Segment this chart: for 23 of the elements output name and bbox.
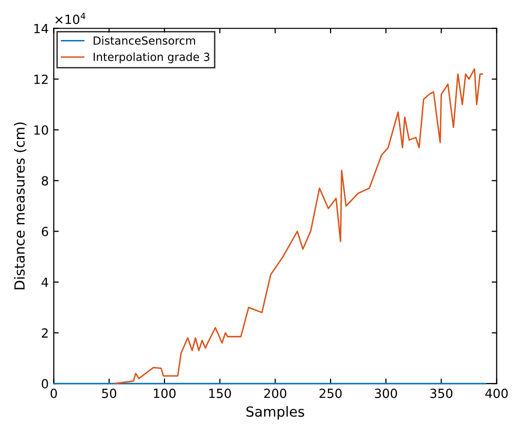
x-tick-label: 0 [50, 388, 57, 398]
x-tick-label: 50 [102, 388, 116, 398]
y-axis-title: Distance measures (cm) [14, 122, 26, 290]
x-tick-label: 150 [209, 388, 231, 398]
y-tick-label: 14 [34, 24, 48, 34]
x-tick-label: 200 [264, 388, 286, 398]
x-tick-label: 100 [154, 388, 176, 398]
x-axis-title: Samples [246, 406, 304, 420]
legend-label: DistanceSensorcm [94, 36, 196, 45]
x-tick-label: 350 [430, 388, 452, 398]
y-tick-label: 0 [42, 379, 48, 388]
line-series [114, 68, 483, 384]
y-tick-label: 10 [34, 125, 48, 135]
legend-label: Interpolation grade 3 [94, 52, 210, 64]
x-tick-label: 400 [485, 388, 508, 398]
text: ×10$^{4}$ [55, 12, 86, 24]
x-tick-label: 250 [320, 388, 342, 398]
y-tick-label: 12 [34, 74, 48, 84]
y-tick-label: 2 [42, 328, 48, 338]
y-tick-label: 8 [42, 176, 48, 186]
y-tick-label: 6 [42, 226, 48, 236]
y-tick-label: 4 [42, 278, 48, 287]
x-tick-label: 300 [374, 388, 398, 398]
